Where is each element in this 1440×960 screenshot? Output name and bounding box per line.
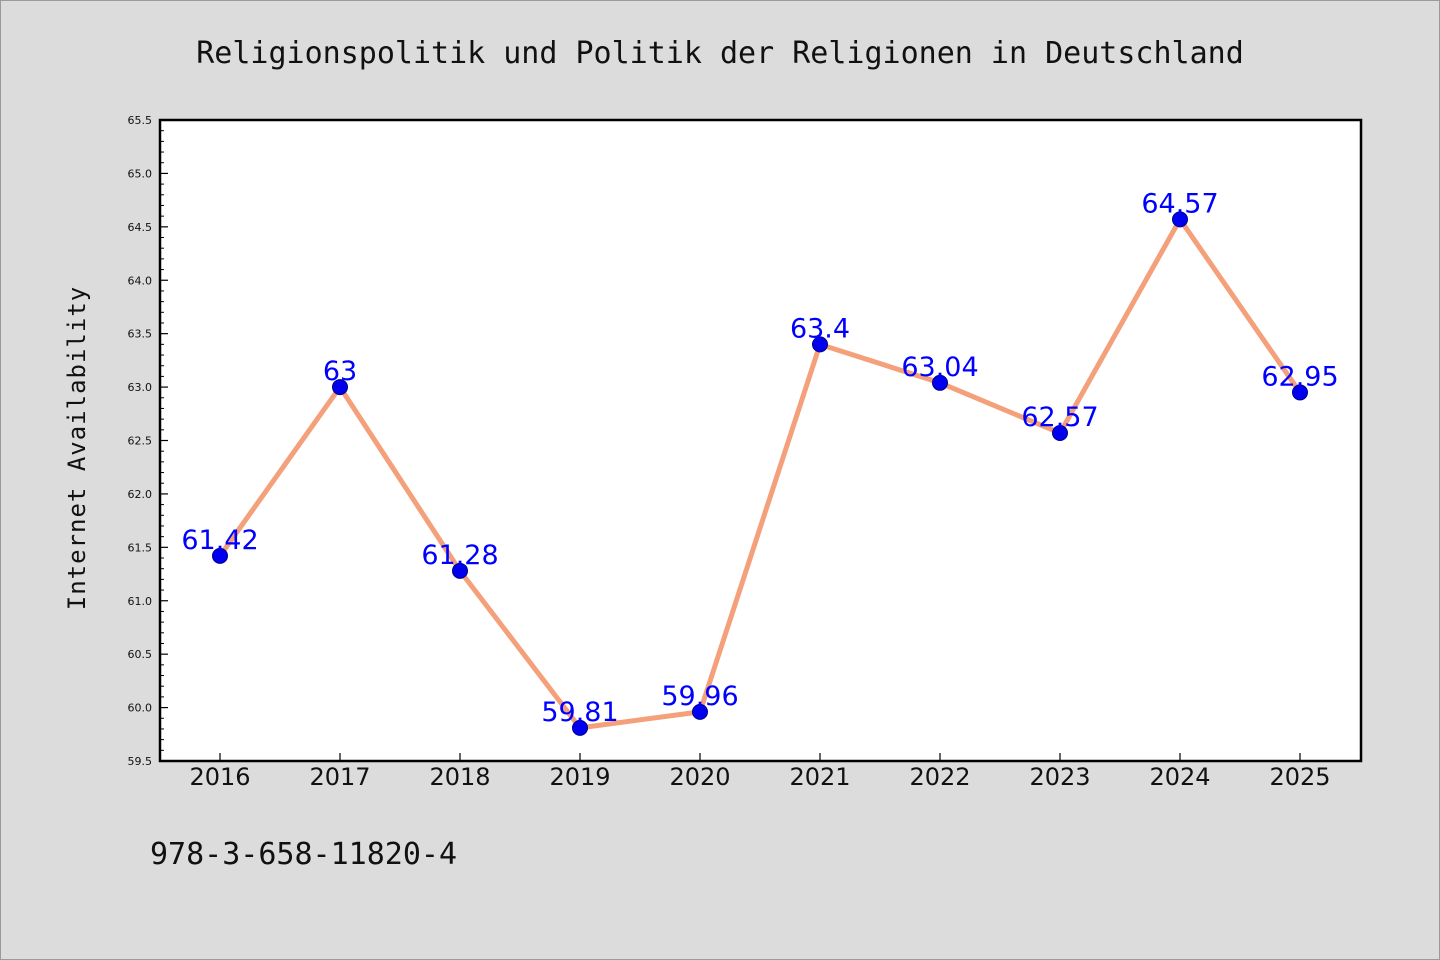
data-label: 59.96: [661, 681, 738, 712]
y-tick-label: 64.5: [128, 221, 153, 234]
x-tick-label: 2019: [549, 763, 610, 791]
data-label: 63: [323, 356, 357, 387]
y-tick-label: 62.0: [128, 488, 153, 501]
data-point: [692, 703, 708, 720]
chart-title: Religionspolitik und Politik der Religio…: [196, 36, 1244, 71]
y-tick-label: 62.5: [128, 435, 153, 448]
x-tick-label: 2021: [789, 763, 850, 791]
data-point: [812, 336, 828, 353]
data-point: [212, 547, 228, 564]
data-label: 59.81: [541, 697, 618, 728]
y-tick-label: 61.0: [128, 595, 153, 608]
x-tick-label: 2020: [669, 763, 730, 791]
y-tick-label: 61.5: [128, 541, 153, 554]
data-label: 61.42: [181, 525, 258, 556]
data-label: 62.57: [1021, 402, 1098, 433]
y-tick-label: 60.0: [128, 702, 153, 715]
y-tick-label: 64.0: [128, 274, 153, 287]
data-labels-group: 61.42 63 61.28 59.81 59.96 63.4 63.04 62.57 64.5…: [181, 188, 1338, 728]
y-tick-label: 65.5: [128, 114, 153, 127]
x-tick-label: 2023: [1029, 763, 1090, 791]
isbn-text: 978-3-658-11820-4: [150, 837, 457, 872]
y-tick-label: 63.0: [128, 381, 153, 394]
data-point: [1172, 211, 1188, 228]
data-point: [1292, 384, 1308, 401]
x-axis-ticks: 2016 2017 2018 2019 2020 2021 2022 2023 2024 2025: [189, 753, 1331, 791]
series-group: [217, 216, 1303, 731]
y-tick-label: 59.5: [128, 755, 153, 768]
x-tick-label: 2024: [1149, 763, 1210, 791]
x-tick-label: 2022: [909, 763, 970, 791]
data-label: 62.95: [1261, 361, 1338, 392]
points-group: [212, 211, 1308, 736]
y-tick-label: 63.5: [128, 328, 153, 341]
y-tick-label: 65.0: [128, 167, 153, 180]
x-tick-label: 2018: [429, 763, 490, 791]
data-label: 63.4: [790, 313, 850, 344]
series-line: [217, 216, 1303, 731]
data-label: 64.57: [1141, 188, 1218, 219]
data-point: [452, 562, 468, 579]
y-tick-label: 60.5: [128, 648, 153, 661]
data-point: [572, 719, 588, 736]
x-tick-label: 2025: [1269, 763, 1330, 791]
data-point: [932, 374, 948, 391]
x-tick-label: 2016: [189, 763, 250, 791]
plot-area: [158, 118, 1363, 763]
y-axis-ticks: 59.5 60.0 60.5 61.0 61.5 62.0 62.5 63.0 63.5 64.0…: [128, 114, 168, 768]
data-point: [332, 379, 348, 396]
data-label: 63.04: [901, 352, 978, 383]
data-label: 61.28: [421, 540, 498, 571]
data-point: [1052, 425, 1068, 442]
y-axis-label: Internet Availability: [63, 286, 91, 610]
x-tick-label: 2017: [309, 763, 370, 791]
